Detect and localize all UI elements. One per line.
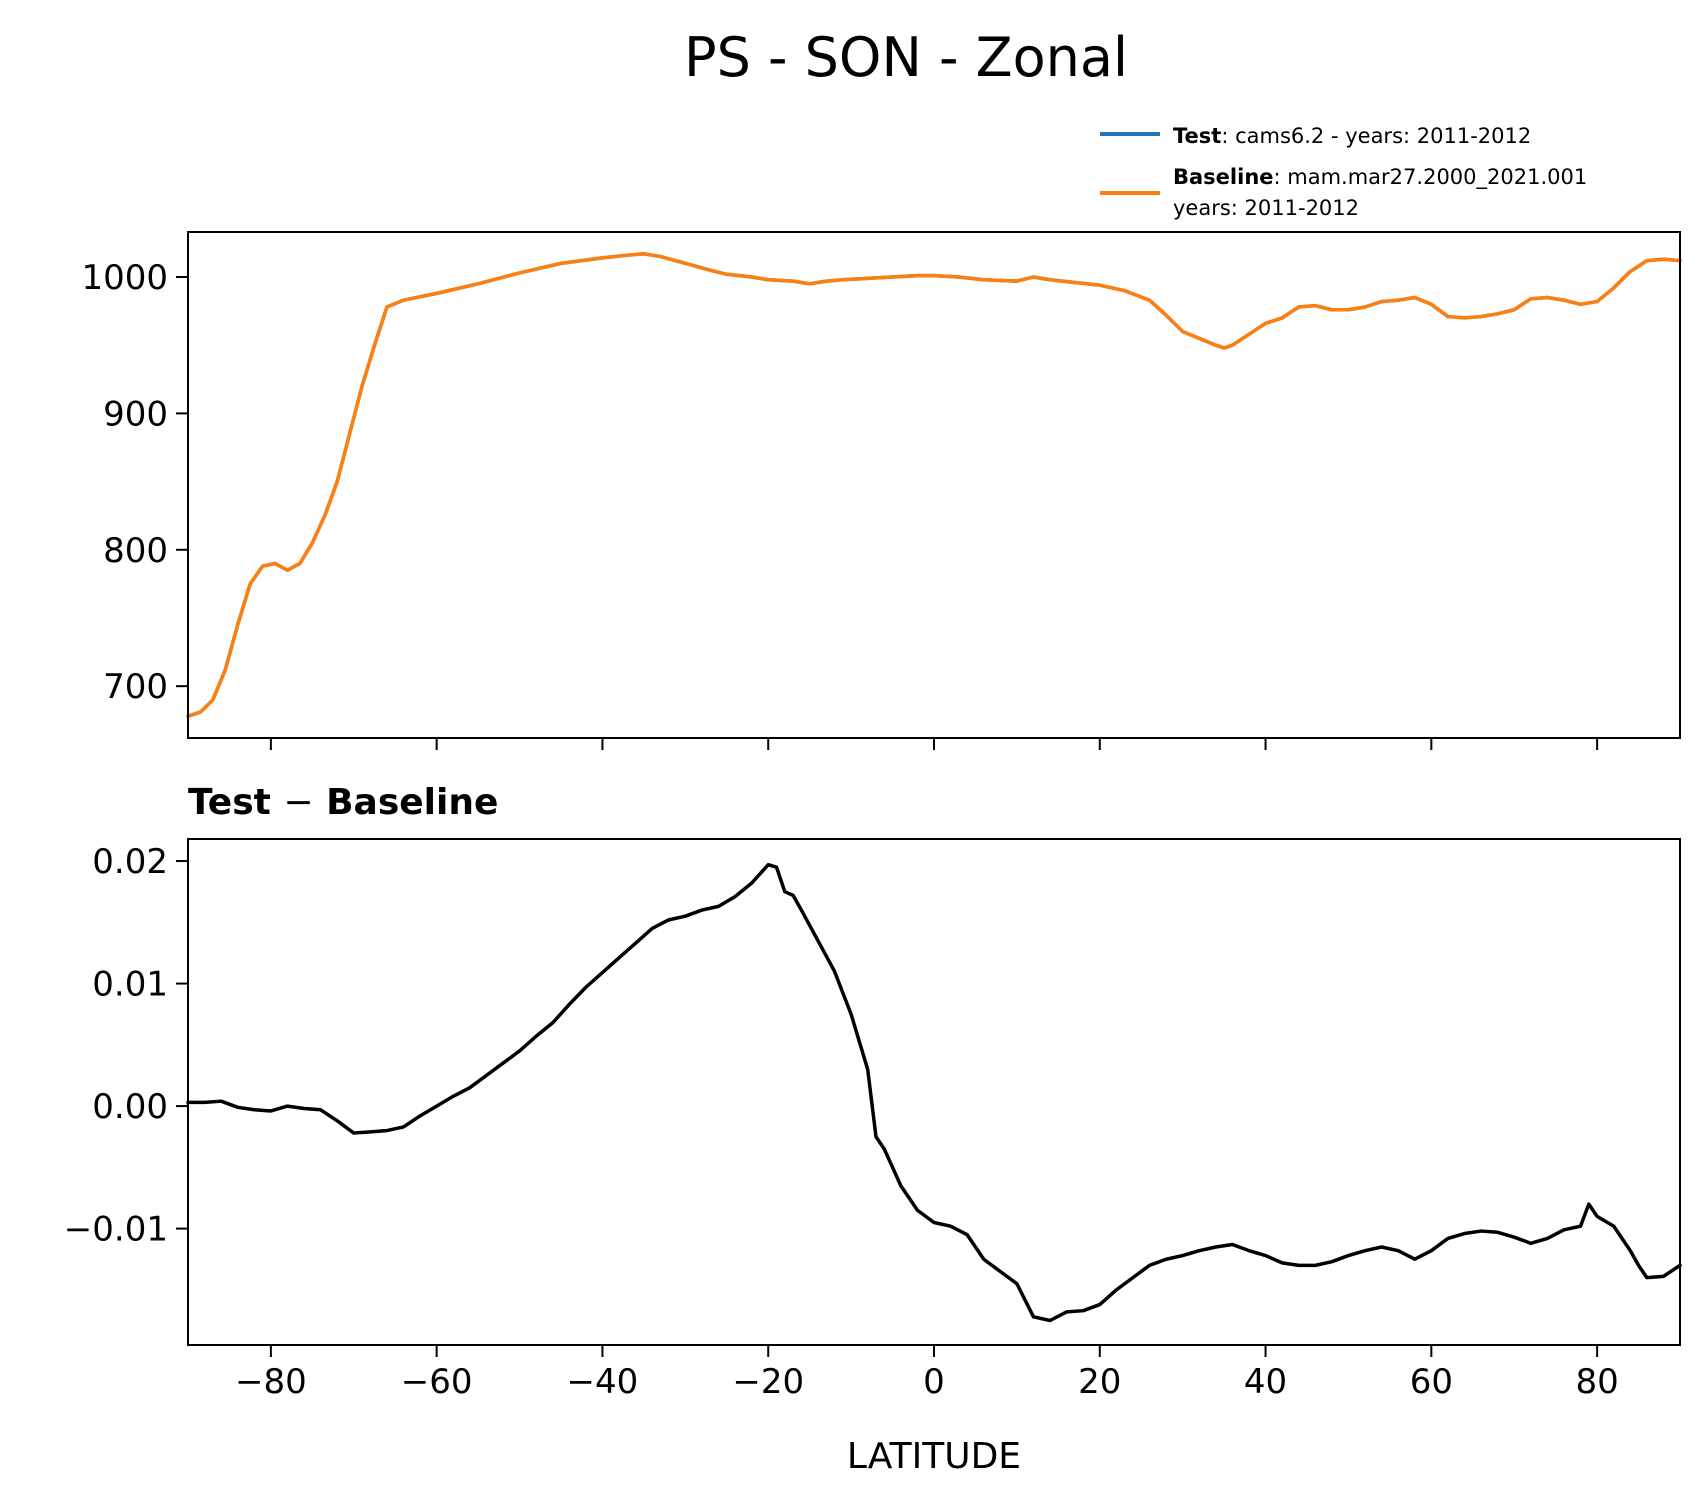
difference-title-baseline: Baseline	[326, 782, 498, 823]
difference-panel-title: Test − Baseline	[188, 782, 498, 823]
bottom-y-tick-label: 0.00	[92, 1087, 168, 1127]
bottom-x-tick-label: 40	[1244, 1362, 1287, 1402]
top-y-tick-label: 1000	[81, 258, 168, 298]
bottom-y-tick-label: 0.02	[92, 842, 168, 882]
x-axis-label: LATITUDE	[847, 1436, 1021, 1477]
top-y-tick-label: 900	[103, 394, 168, 434]
bottom-series-group	[186, 862, 1682, 1323]
bottom-axes-frame	[187, 838, 1681, 1346]
bottom-x-tick-label: 60	[1410, 1362, 1453, 1402]
bottom-y-tick-label: −0.01	[64, 1210, 168, 1250]
difference-panel: −80 −60 −40 −20 0 20 40 60 80 −0.01 0.00 0.01 0.02	[64, 838, 1682, 1402]
legend: Test: cams6.2 - years: 2011-2012 Baselin…	[1100, 124, 1587, 220]
legend-baseline-entry: Baseline: mam.mar27.2000_2021.001	[1173, 165, 1587, 190]
difference-title-test: Test	[188, 782, 271, 823]
bottom-x-tick-label: 0	[923, 1362, 945, 1402]
bottom-x-tick-label: 80	[1575, 1362, 1618, 1402]
bottom-x-tick-label: −60	[401, 1362, 473, 1402]
top-axes-frame	[187, 231, 1681, 739]
top-axis-ticks: 700 800 900 1000	[81, 258, 1599, 750]
top-series-group	[186, 252, 1682, 718]
figure-title: PS - SON - Zonal	[684, 26, 1128, 89]
bottom-x-tick-label: −40	[567, 1362, 639, 1402]
legend-baseline-text: : mam.mar27.2000_2021.001	[1274, 165, 1588, 190]
bottom-x-tick-label: −80	[235, 1362, 307, 1402]
top-y-tick-label: 700	[103, 667, 168, 707]
legend-test-entry: Test: cams6.2 - years: 2011-2012	[1173, 124, 1531, 148]
bottom-x-tick-label: −20	[732, 1362, 804, 1402]
bottom-x-tick-label: 20	[1078, 1362, 1121, 1402]
legend-test-label: Test	[1173, 124, 1221, 148]
difference-title-minus: −	[283, 782, 313, 823]
legend-test-text: : cams6.2 - years: 2011-2012	[1221, 124, 1531, 148]
zonal-ps-panel: 700 800 900 1000	[81, 231, 1682, 750]
top-series-line-baseline	[186, 252, 1682, 718]
bottom-y-tick-label: 0.01	[92, 965, 168, 1005]
legend-baseline-text-line2: years: 2011-2012	[1173, 196, 1359, 220]
legend-baseline-label: Baseline	[1173, 165, 1274, 189]
top-y-tick-label: 800	[103, 531, 168, 571]
bottom-series-line-test-baseline	[186, 862, 1682, 1323]
bottom-axis-ticks: −80 −60 −40 −20 0 20 40 60 80 −0.01 0.00 0.01 0.02	[64, 842, 1619, 1402]
